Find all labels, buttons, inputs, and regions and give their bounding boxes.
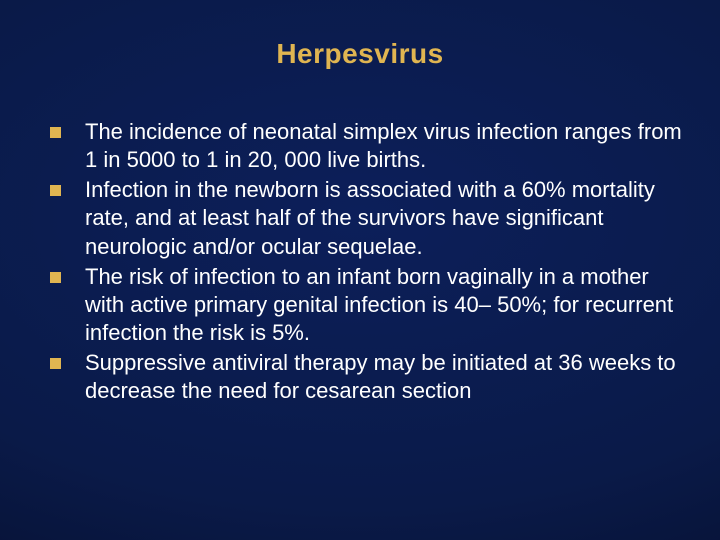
bullet-text: Suppressive antiviral therapy may be ini… xyxy=(85,349,690,405)
bullet-text: The incidence of neonatal simplex virus … xyxy=(85,118,690,174)
slide-title: Herpesvirus xyxy=(0,0,720,70)
list-item: The risk of infection to an infant born … xyxy=(50,263,690,347)
square-bullet-icon xyxy=(50,185,61,196)
square-bullet-icon xyxy=(50,272,61,283)
list-item: The incidence of neonatal simplex virus … xyxy=(50,118,690,174)
square-bullet-icon xyxy=(50,127,61,138)
slide-body: The incidence of neonatal simplex virus … xyxy=(0,70,720,406)
list-item: Infection in the newborn is associated w… xyxy=(50,176,690,260)
square-bullet-icon xyxy=(50,358,61,369)
bullet-text: Infection in the newborn is associated w… xyxy=(85,176,690,260)
list-item: Suppressive antiviral therapy may be ini… xyxy=(50,349,690,405)
slide: Herpesvirus The incidence of neonatal si… xyxy=(0,0,720,540)
bullet-text: The risk of infection to an infant born … xyxy=(85,263,690,347)
